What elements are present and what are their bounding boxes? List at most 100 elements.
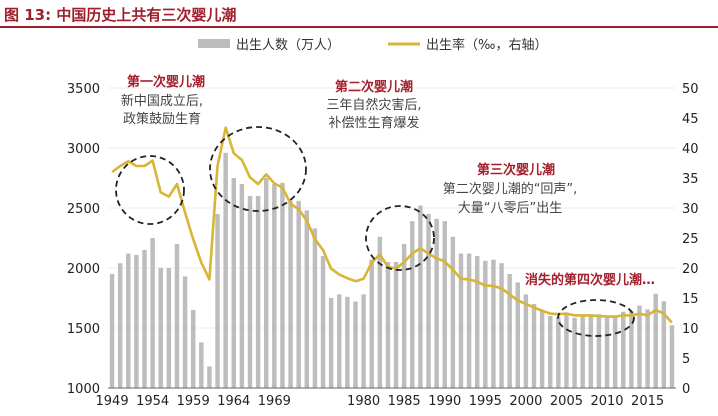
birth-count-bar [418,205,423,388]
birth-count-bar [182,276,188,388]
circle-second-boom [209,126,307,212]
birth-count-bar [174,244,180,388]
birth-count-bar [531,304,537,388]
birth-count-bar [507,274,512,388]
x-tick-label: 1954 [136,394,169,409]
annotations: 第一次婴儿潮 新中国成立后, 政策鼓励生育 第二次婴儿潮 三年自然灾害后, 补偿… [115,74,655,337]
legend-bar-label: 出生人数（万人） [236,38,340,53]
birth-count-bar [150,238,155,388]
x-tick-label: 1949 [96,394,129,409]
birth-count-bar [199,342,204,388]
birth-count-bar [109,274,115,388]
y-right-tick-label: 30 [682,202,699,217]
birth-count-bar [126,253,131,388]
birth-count-bar [580,316,585,388]
birth-count-bar [223,152,228,388]
annotation-third-title: 第三次婴儿潮 [477,162,555,178]
birth-rate-line [111,126,673,324]
birth-count-bar [499,263,504,388]
birth-count-bar [596,314,602,388]
annotation-second-line-2: 补偿性生育爆发 [328,115,419,131]
circle-first-boom [115,155,185,225]
y-right-tick-label: 5 [682,352,690,367]
annotation-third-line-2: 大量“八零后”出生 [458,201,562,216]
birth-count-bar [564,313,569,388]
birth-count-bar [669,325,675,388]
circle-fourth-boom [557,299,635,337]
birth-count-bar [142,250,147,388]
birth-count-bar [491,259,496,388]
annotation-second-title: 第二次婴儿潮 [335,79,413,95]
y-left-tick-labels: 1000 1500 2000 2500 3000 3500 [67,82,100,397]
birth-count-bar [117,263,123,388]
annotation-third-line-1: 第二次婴儿潮的“回声”, [443,181,578,197]
y-right-tick-label: 15 [682,292,699,307]
birth-count-bar [612,315,618,388]
x-tick-label: 1995 [469,394,502,409]
birth-count-bar [458,253,464,388]
y-left-tick-label: 1500 [67,322,100,337]
legend-line-label: 出生率（‰，右轴） [426,37,547,53]
figure-header: 图 13: 中国历史上共有三次婴儿潮 [0,0,718,28]
birth-count-bar [255,196,261,388]
birth-count-bar [426,214,431,388]
x-tick-label: 1969 [258,394,291,409]
birth-count-bar [134,254,139,388]
birth-count-bar [166,268,172,388]
birth-count-bar [296,200,301,388]
x-tick-label: 2015 [631,394,664,409]
birth-count-bar [572,317,577,388]
x-tick-label: 2000 [509,394,542,409]
y-left-tick-label: 3000 [67,142,100,157]
annotation-second-line-1: 三年自然灾害后, [326,97,421,113]
birth-count-bar [288,200,293,388]
birth-count-bar [272,184,277,388]
x-tick-labels: 1949 1954 1959 1964 1969 1980 1985 1990 1995 2000… [96,394,665,409]
birth-count-bar [547,316,553,388]
birth-count-bar [653,293,658,388]
birth-count-bar [661,301,667,388]
birth-count-bar [239,184,245,388]
birth-count-bar [353,301,358,388]
bar-series [109,152,675,388]
x-tick-label: 1980 [347,394,380,409]
annotation-first-line-2: 政策鼓励生育 [123,111,201,127]
birth-count-bar [401,244,407,388]
birth-count-bar [539,310,545,388]
annotation-first-line-1: 新中国成立后, [121,93,203,109]
birth-count-bar [645,309,650,388]
birth-count-bar [474,256,480,388]
birth-count-bar [466,253,472,388]
y-left-tick-label: 2000 [67,262,100,277]
birth-count-bar [312,228,318,388]
y-right-tick-label: 0 [682,382,690,397]
birth-count-bar [434,218,439,388]
x-tick-label: 2010 [590,394,623,409]
y-left-tick-label: 3500 [67,82,100,97]
x-tick-label: 1959 [177,394,210,409]
legend-bar-swatch [198,39,230,48]
birth-count-bar [263,178,269,388]
x-tick-label: 2005 [550,394,583,409]
birth-count-bar [304,210,310,388]
birth-count-bar [345,296,350,388]
birth-count-bar [621,311,626,388]
birth-count-bar [361,294,366,388]
y-left-tick-label: 2500 [67,202,100,217]
birth-count-bar [393,262,399,388]
birth-count-bar [190,310,196,388]
birth-count-bar [369,259,374,388]
birth-count-bar [556,317,561,388]
x-tick-label: 1990 [428,394,461,409]
y-right-tick-label: 25 [682,232,699,247]
birth-count-bar [588,315,594,388]
birth-count-bar [215,214,220,388]
birth-count-bar [328,298,334,388]
y-right-tick-labels: 0 5 10 15 20 25 30 35 40 45 50 [682,82,699,397]
y-right-tick-label: 40 [682,142,699,157]
birth-count-bar [442,221,447,388]
title-rule [0,26,718,28]
birth-count-bar [377,236,383,388]
annotation-first-title: 第一次婴儿潮 [127,74,205,90]
birth-count-bar [523,294,529,388]
